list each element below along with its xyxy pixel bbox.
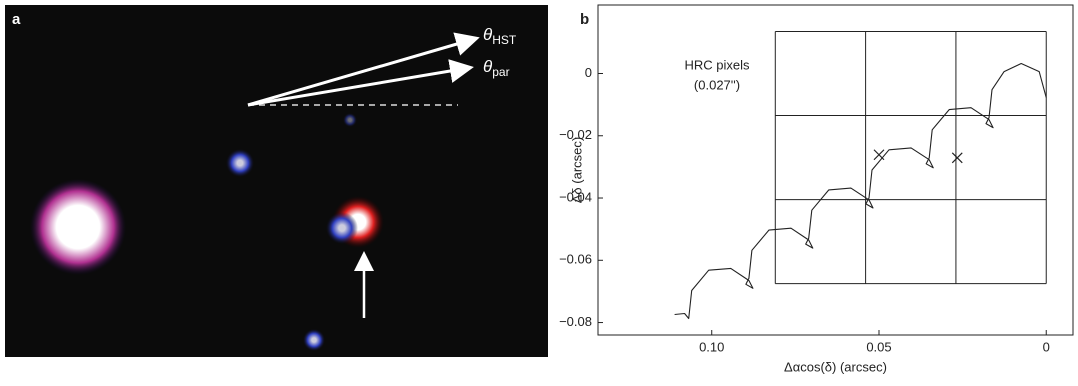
y-tick-label: −0.08 bbox=[559, 314, 592, 329]
x-tick-label: 0 bbox=[1043, 339, 1050, 354]
x-axis-label: Δαcos(δ) (arcsec) bbox=[784, 359, 887, 374]
y-axis-label: Δδ (arcsec) bbox=[569, 137, 584, 203]
panel-label: a bbox=[12, 11, 21, 28]
star bbox=[226, 149, 254, 177]
x-tick-label: 0.05 bbox=[866, 339, 891, 354]
x-tick-label: 0.10 bbox=[699, 339, 724, 354]
star bbox=[303, 329, 325, 351]
y-tick-label: −0.06 bbox=[559, 252, 592, 267]
cross-marker bbox=[874, 150, 884, 160]
plot-frame bbox=[598, 5, 1073, 335]
y-tick-label: 0 bbox=[585, 65, 592, 80]
annotation: (0.027'') bbox=[694, 77, 740, 92]
annotation: HRC pixels bbox=[684, 57, 750, 72]
star bbox=[326, 212, 358, 244]
cross-marker bbox=[952, 153, 962, 163]
trajectory bbox=[675, 64, 1047, 319]
star bbox=[30, 179, 126, 275]
figure: a θHST θpar b 0−0.02−0.04−0.06−0.080.100… bbox=[0, 0, 1078, 381]
panel-label: b bbox=[580, 11, 589, 28]
star bbox=[343, 113, 357, 127]
panel-a: a θHST θpar bbox=[5, 5, 548, 357]
